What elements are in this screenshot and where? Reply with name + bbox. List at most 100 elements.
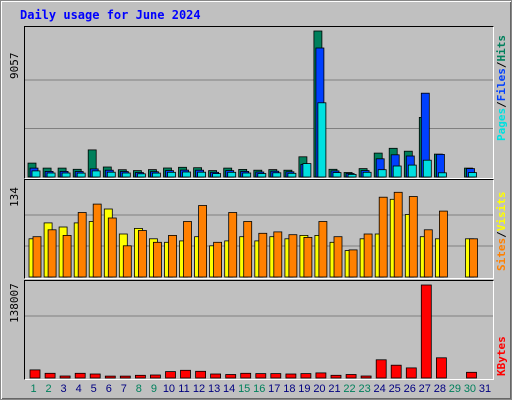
sites-bar [183,221,192,278]
kbytes-bar [300,373,312,379]
pages-bar [167,171,176,178]
day-label: 7 [120,383,127,395]
pages-bar [468,172,477,178]
day-label: 14 [223,383,236,395]
kbytes-bar [150,374,161,379]
kbytes-bar [74,372,86,379]
pages-bar [61,172,71,178]
pages-bar [392,165,402,178]
kbytes-bar [180,369,191,379]
sites-bar [138,230,147,278]
pages-bar [121,172,131,178]
day-label: 24 [373,383,386,395]
pages-bar [106,171,116,178]
pages-bar [212,173,222,178]
day-label: 29 [448,383,462,395]
day-label: 8 [135,383,142,395]
day-label: 16 [253,383,266,395]
legend-part: Visits [495,191,508,232]
kbytes-bar [435,357,447,379]
sites-bar [77,212,87,278]
day-label: 30 [463,383,477,395]
sites-bar [32,236,42,278]
sites-bar [107,217,117,278]
day-label: 2 [45,383,52,395]
legend-part: / [495,231,508,238]
pages-bar [347,173,357,178]
day-label: 19 [298,383,311,395]
day-label: 11 [178,383,190,395]
pages-bar [31,170,41,178]
hits-files-pages-legend: Pages/Files/Hits [495,35,508,141]
kbytes-bar [466,371,477,379]
day-label: 10 [162,383,176,395]
sites-bar [408,196,418,278]
sites-bar [348,249,358,278]
day-label: 23 [358,383,371,395]
kbytes-bar [135,374,146,379]
sites-bar [378,196,388,278]
day-label: 20 [313,383,326,395]
kbytes-bar [345,374,357,379]
kbytes-bar [89,373,101,379]
sites-bar [213,241,223,278]
kbytes-bar [255,373,267,379]
pages-bar [362,171,372,178]
kbytes-bar [104,375,116,379]
sites-bar [363,233,373,278]
legend-part: Pages [495,107,508,141]
kbytes-bar [360,375,372,379]
visits-sites-plot [25,191,493,278]
kbytes-bar [210,373,222,379]
chart-title: Daily usage for June 2024 [20,8,201,22]
day-label: 12 [192,383,206,395]
kbytes-bar [390,364,402,379]
day-label: 26 [403,383,416,395]
kbytes-panel [24,280,494,380]
sites-bar [318,221,328,278]
pages-bar [197,171,207,178]
hits-max-label: 9057 [8,52,21,80]
sites-bar [273,231,283,278]
day-label: 3 [60,383,67,395]
sites-bar [423,229,433,278]
sites-bar [168,235,177,278]
kbytes-plot [25,284,493,379]
pages-bar [377,169,387,178]
kbytes-bar [44,372,56,379]
day-label: 22 [343,383,356,395]
sites-bar [303,237,313,278]
pages-bar [182,171,191,178]
pages-bar [287,172,297,178]
pages-bar [46,172,56,178]
pages-bar [317,102,327,178]
visits-sites-panel [24,179,494,279]
kbytes-bar [285,373,297,379]
day-label: 25 [388,383,401,395]
sites-bar [198,205,208,278]
legend-part: / [495,61,508,69]
legend-part: KBytes [495,336,508,376]
sites-bar [393,191,403,278]
pages-bar [91,170,101,178]
day-label: 17 [268,383,281,395]
legend-part: Sites [495,237,508,271]
pages-bar [437,172,447,178]
kbytes-bar [119,375,131,379]
visits-sites-legend: Sites/Visits [495,192,508,272]
kbytes-bar [405,367,417,379]
kbytes-bar [240,372,252,379]
kbytes-bar [59,375,71,379]
kbytes-bar [315,372,327,379]
pages-bar [407,164,417,178]
sites-bar [47,229,57,278]
day-label: 21 [328,383,341,395]
day-label: 27 [418,383,431,395]
kbytes-bar [225,374,237,379]
pages-bar [76,172,86,178]
pages-bar [422,159,432,178]
sites-bar [469,238,478,278]
kbytes-bar [165,371,176,379]
sites-bar [92,203,102,278]
kbytes-bar [375,359,387,379]
